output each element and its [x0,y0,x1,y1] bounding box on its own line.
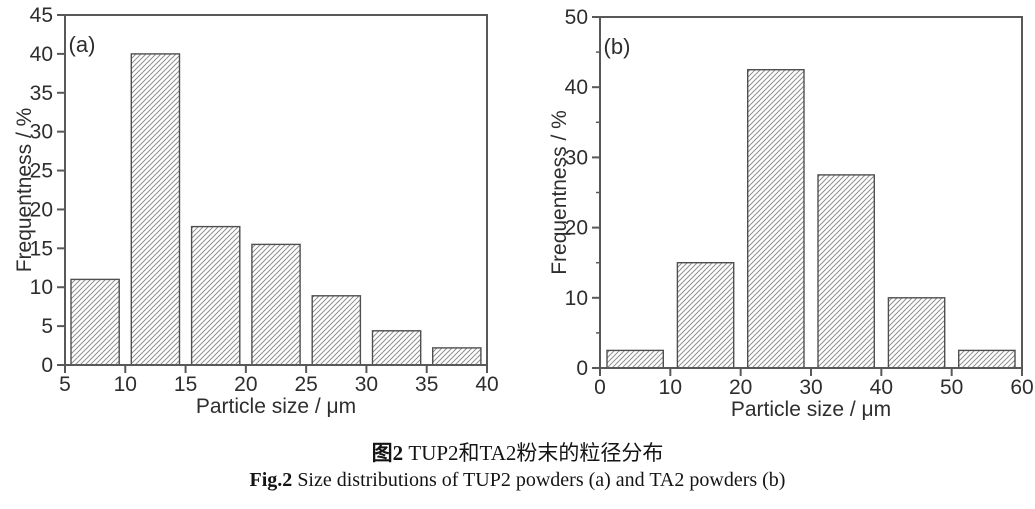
histogram-bar [251,243,301,366]
y-tick-label: 0 [576,357,588,380]
y-axis-title: Frequentness / % [13,108,36,273]
y-tick-label: 50 [565,6,588,29]
x-tick-label: 30 [355,373,378,396]
histogram-bar [817,174,875,369]
x-tick-label: 20 [729,376,752,399]
figure-caption: 图2 TUP2和TA2粉末的粒径分布 Fig.2 Size distributi… [0,440,1035,493]
histogram-bar [311,295,362,366]
plot-frame [64,14,488,366]
chart-panel-b: 0 10 20 30 40 50 0 10 20 30 40 50 60 (b) Particle size… [548,6,1034,421]
caption-english-text: Size distributions of TUP2 powders (a) a… [292,469,786,492]
panel-label: (b) [604,34,631,59]
y-tick-label: 35 [30,82,53,105]
caption-english-number: Fig.2 [249,469,293,492]
histogram-bar [606,349,664,369]
x-tick-label: 35 [415,373,438,396]
x-axis-title: Particle size / μm [731,398,891,421]
y-tick-label: 40 [565,76,588,99]
x-tick-label: 25 [294,373,317,396]
x-tick-label: 10 [114,373,137,396]
x-tick-label: 15 [174,373,197,396]
caption-chinese-text: TUP2和TA2粉末的粒径分布 [403,441,664,465]
y-tick-label: 20 [30,198,53,221]
y-tick-label: 30 [30,121,53,144]
y-tick-label: 40 [30,43,53,66]
caption-english: Fig.2 Size distributions of TUP2 powders… [0,467,1035,493]
y-tick-label: 30 [565,146,588,169]
x-tick-label: 40 [870,376,893,399]
y-tick-label: 10 [565,287,588,310]
y-tick-label: 20 [565,217,588,240]
caption-chinese: 图2 TUP2和TA2粉末的粒径分布 [0,440,1035,467]
y-tick-label: 0 [41,354,53,377]
y-tick-label: 25 [30,160,53,183]
x-tick-label: 50 [940,376,963,399]
y-tick-label: 45 [30,4,53,27]
x-tick-label: 30 [799,376,822,399]
x-tick-label: 60 [1010,376,1033,399]
y-tick-label: 10 [30,276,53,299]
x-axis-title: Particle size / μm [196,395,356,418]
histogram-bar [887,297,946,369]
y-tick-label: 5 [41,315,53,338]
x-tick-label: 5 [59,373,71,396]
histogram-bar [130,53,181,366]
x-tick-label: 40 [475,373,498,396]
plot-frame [599,16,1023,369]
panel-label: (a) [69,32,96,57]
x-tick-label: 20 [234,373,257,396]
histogram-bar [746,68,805,369]
histogram-bar [676,262,735,369]
x-tick-label: 10 [659,376,682,399]
y-axis-title: Frequentness / % [548,110,571,275]
histogram-bar [958,349,1016,369]
histogram-bar [70,278,120,366]
caption-chinese-number: 图2 [371,441,404,465]
histogram-bar [190,225,241,366]
x-tick-label: 0 [594,376,606,399]
histogram-bar [432,347,482,366]
y-tick-label: 15 [30,237,53,260]
histogram-bar [371,330,422,366]
